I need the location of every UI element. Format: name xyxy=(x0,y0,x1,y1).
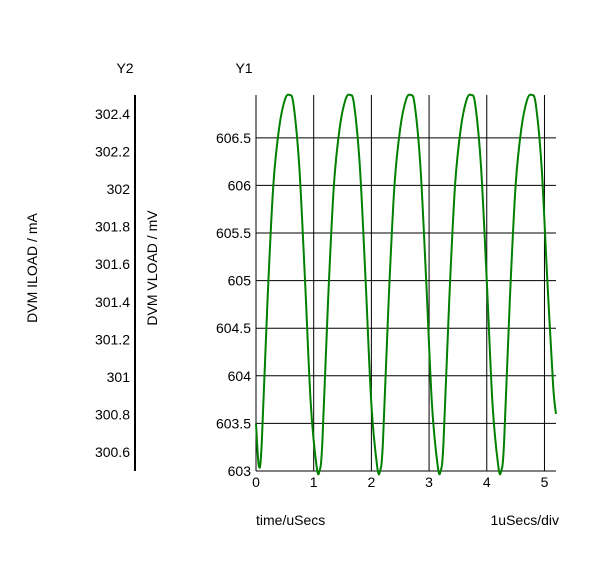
y1-tick-labels: 603 603.5 604 604.5 605 605.5 606 606.5 xyxy=(216,130,251,479)
x-tick-label: 3 xyxy=(425,474,433,490)
series-line xyxy=(255,93,557,476)
x-axis-label: time/uSecs xyxy=(256,512,325,528)
y1-tick-label: 603 xyxy=(228,463,252,479)
y2-tick-label: 301 xyxy=(107,369,131,385)
y2-tick-label: 301.8 xyxy=(95,219,130,235)
x-tick-label: 1 xyxy=(310,474,318,490)
y2-tick-label: 300.8 xyxy=(95,407,130,423)
y1-tick-label: 604.5 xyxy=(216,320,251,336)
y1-axis-label: DVM VLOAD / mV xyxy=(144,210,160,326)
x-tick-label: 4 xyxy=(483,474,491,490)
y1-axis-group: Y1 DVM VLOAD / mV 603 603.5 604 604.5 605 605… xyxy=(144,60,253,479)
x-tick-labels: 0 1 2 3 4 5 xyxy=(252,474,548,490)
y1-tick-label: 603.5 xyxy=(216,415,251,431)
y1-tick-label: 604 xyxy=(228,368,252,384)
y2-tick-label: 300.6 xyxy=(95,444,130,460)
x-tick-label: 5 xyxy=(541,474,549,490)
y2-tick-label: 301.4 xyxy=(95,294,130,310)
y1-tick-label: 605.5 xyxy=(216,225,251,241)
y2-tick-labels: 300.6 300.8 301 301.2 301.4 301.6 301.8 302 302.… xyxy=(95,106,130,460)
y2-axis-label: DVM ILOAD / mA xyxy=(24,212,40,322)
y1-tick-label: 605 xyxy=(228,273,252,289)
y1-tick-label: 606.5 xyxy=(216,130,251,146)
y2-tick-label: 302.2 xyxy=(95,143,130,159)
y2-tick-label: 301.2 xyxy=(95,331,130,347)
y2-tick-label: 301.6 xyxy=(95,256,130,272)
y2-tick-label: 302.4 xyxy=(95,106,130,122)
y2-tick-label: 302 xyxy=(107,181,131,197)
y1-tick-label: 606 xyxy=(228,177,252,193)
y2-axis-title: Y2 xyxy=(116,60,133,76)
x-tick-label: 0 xyxy=(252,474,260,490)
x-tick-label: 2 xyxy=(367,474,375,490)
x-scale-note: 1uSecs/div xyxy=(491,512,559,528)
y1-axis-title: Y1 xyxy=(235,60,252,76)
series-layer xyxy=(255,93,557,476)
y2-axis-group: Y2 300.6300.8301301.2301.4301.6301.83023… xyxy=(24,60,136,471)
